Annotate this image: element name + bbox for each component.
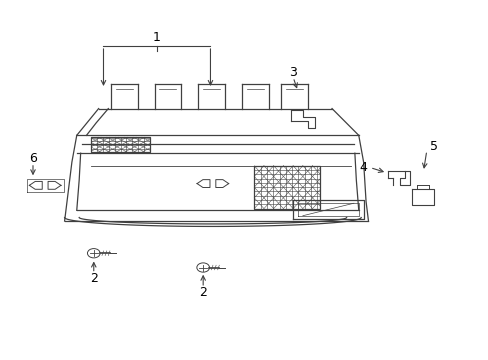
Text: 2: 2 (199, 286, 207, 299)
Text: 3: 3 (288, 66, 296, 79)
Text: 6: 6 (29, 152, 37, 165)
Text: 2: 2 (90, 272, 98, 285)
Text: 4: 4 (359, 161, 367, 174)
Text: 1: 1 (153, 31, 161, 44)
Text: 5: 5 (429, 140, 437, 153)
